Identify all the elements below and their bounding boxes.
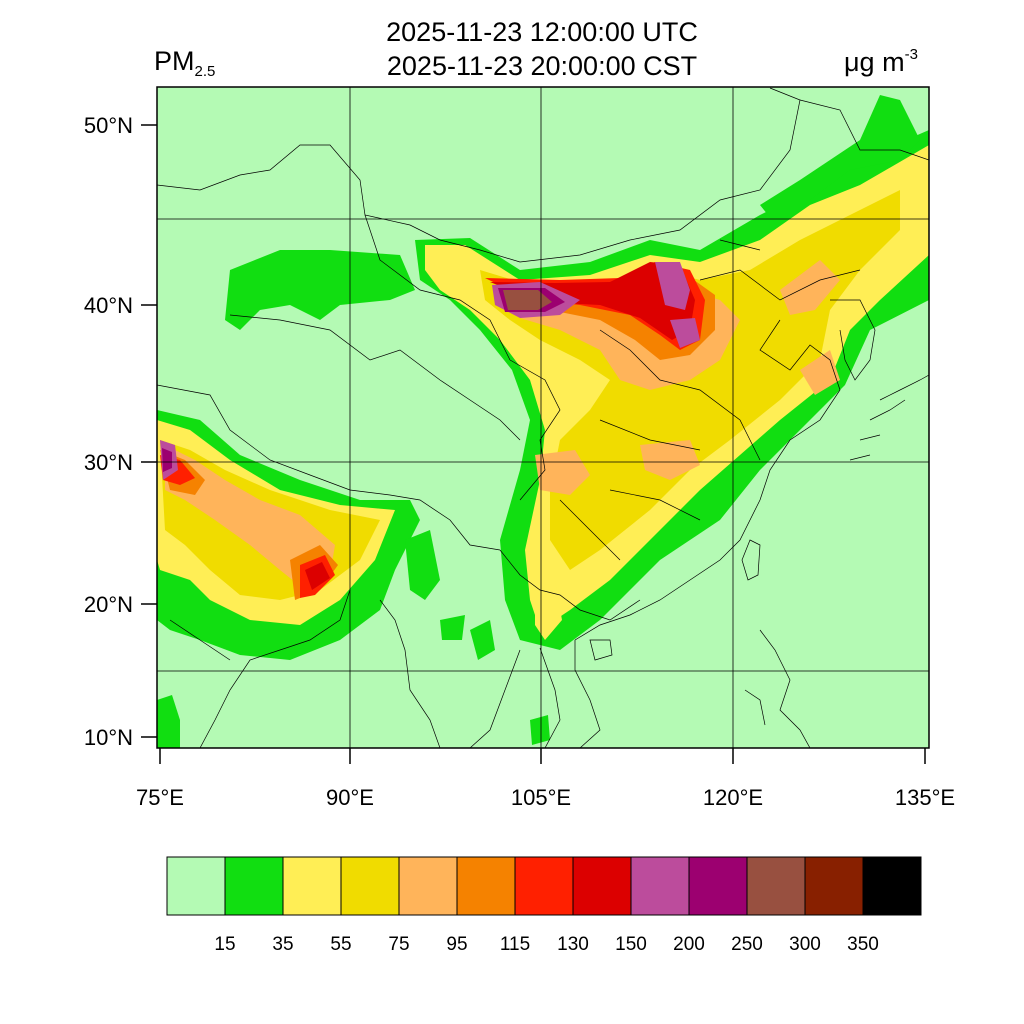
colorbar: 15 35 55 75 95 115 130 150 200 250 300 350 xyxy=(166,856,922,955)
colorbar-label-115: 115 xyxy=(500,934,530,955)
colorbar-swatch-12 xyxy=(862,856,922,916)
unit-label: μg m-3 xyxy=(844,46,918,78)
pollution-contour-green-pakistan xyxy=(157,695,180,748)
boundaries xyxy=(157,87,929,748)
colorbar-swatch-10 xyxy=(746,856,806,916)
colorbar-swatch-4 xyxy=(398,856,458,916)
title-utc-time: 2025-11-23 12:00:00 UTC xyxy=(386,17,698,47)
colorbar-label-350: 350 xyxy=(847,934,879,955)
boundary-southwest xyxy=(499,549,641,621)
lon-tick-label-120e: 120°E xyxy=(703,785,763,810)
lat-tick-label-30n: 30°N xyxy=(84,450,133,475)
pollution-contour-dark-red-north-china xyxy=(490,262,695,340)
lon-tick-labels: 75°E 90°E 105°E 120°E 135°E xyxy=(136,785,955,810)
pollution-contour-orange-east-coast xyxy=(800,350,840,395)
colorbar-label-35: 35 xyxy=(272,934,293,955)
pollution-contour-green-indochina xyxy=(440,615,550,745)
pollution-contour-brown-inner-mongolia xyxy=(503,290,552,310)
pollution-contour-green-northeast xyxy=(760,95,920,230)
unit-superscript: -3 xyxy=(904,46,918,63)
colorbar-swatch-11 xyxy=(804,856,864,916)
lat-tick-label-50n: 50°N xyxy=(84,113,133,138)
pollution-contour-orange-sichuan xyxy=(535,450,590,495)
pollution-contour-green-myanmar xyxy=(405,530,440,600)
colorbar-label-250: 250 xyxy=(731,934,763,955)
boundary-provinces-northeast xyxy=(699,239,861,301)
colorbar-label-130: 130 xyxy=(557,934,589,955)
colorbar-label-300: 300 xyxy=(789,934,821,955)
colorbar-swatch-6 xyxy=(514,856,574,916)
boundary-india-pakistan xyxy=(169,619,231,661)
lon-tick-label-90e: 90°E xyxy=(326,785,374,810)
boundary-xinjiang-gansu xyxy=(364,214,511,361)
colorbar-swatch-0 xyxy=(166,856,226,916)
colorbar-swatch-1 xyxy=(224,856,284,916)
lon-tick-label-135e: 135°E xyxy=(895,785,955,810)
lat-tick-label-10n: 10°N xyxy=(84,725,133,750)
lon-tick-marks xyxy=(159,748,926,764)
colorbar-swatch-3 xyxy=(340,856,400,916)
boundary-provinces-east xyxy=(559,329,761,561)
map-frame xyxy=(156,86,930,749)
title-cst-time: 2025-11-23 20:00:00 CST xyxy=(386,51,698,81)
colorbar-label-15: 15 xyxy=(214,934,235,955)
colorbar-label-95: 95 xyxy=(446,934,467,955)
coastline-hainan xyxy=(589,639,613,661)
lat-tick-label-20n: 20°N xyxy=(84,592,133,617)
colorbar-swatch-7 xyxy=(572,856,632,916)
concentration-field xyxy=(157,87,929,748)
colorbar-label-75: 75 xyxy=(388,934,409,955)
variable-name: PM xyxy=(154,46,195,76)
boundary-china-northwest xyxy=(157,87,801,263)
lat-tick-marks xyxy=(141,124,157,738)
pollution-contour-orange-india xyxy=(165,445,335,590)
boundary-tibet xyxy=(229,314,521,441)
colorbar-swatch-5 xyxy=(456,856,516,916)
lon-tick-label-75e: 75°E xyxy=(136,785,184,810)
boundary-sichuan-gansu xyxy=(509,359,561,501)
coastline-indochina xyxy=(469,640,601,748)
unit-main: μg m xyxy=(844,47,905,77)
boundary-china-northeast xyxy=(799,99,929,161)
lon-tick-label-105e: 105°E xyxy=(511,785,571,810)
colorbar-label-150: 150 xyxy=(615,934,647,955)
coastline-korea xyxy=(830,299,876,381)
pollution-contour-green-west-china xyxy=(225,250,415,330)
variable-label: PM2.5 xyxy=(154,46,215,80)
pollution-contour-orange-central-china xyxy=(640,440,700,480)
lat-tick-labels: 50°N 40°N 30°N 20°N 10°N xyxy=(84,113,133,750)
pollution-contour-yellow-kunming xyxy=(535,580,562,640)
lat-tick-label-40n: 40°N xyxy=(84,293,133,318)
coastline-myanmar-bengal xyxy=(199,589,441,748)
colorbar-label-200: 200 xyxy=(673,934,705,955)
coastline-east-china xyxy=(574,319,841,641)
coastline-taiwan xyxy=(741,539,761,581)
pollution-contour-orange-northeast xyxy=(780,260,840,315)
pollution-contour-pink-hebei xyxy=(670,318,700,348)
pollution-contour-dark-red-bengal xyxy=(305,562,330,590)
graticule xyxy=(157,87,929,748)
coastline-japan xyxy=(849,374,929,461)
colorbar-swatch-9 xyxy=(688,856,748,916)
boundary-himalaya xyxy=(157,384,501,551)
coastline-philippines xyxy=(744,629,811,748)
colorbar-swatch-8 xyxy=(630,856,690,916)
map-panel: 50°N 40°N 30°N 20°N 10°N 75°E 90°E 105°E… xyxy=(84,86,955,810)
pollution-contour-pink-beijing xyxy=(655,262,690,310)
variable-subscript: 2.5 xyxy=(194,63,216,80)
pollution-contour-purple-northwest-india xyxy=(162,448,172,472)
colorbar-swatch-2 xyxy=(282,856,342,916)
colorbar-label-55: 55 xyxy=(330,934,351,955)
